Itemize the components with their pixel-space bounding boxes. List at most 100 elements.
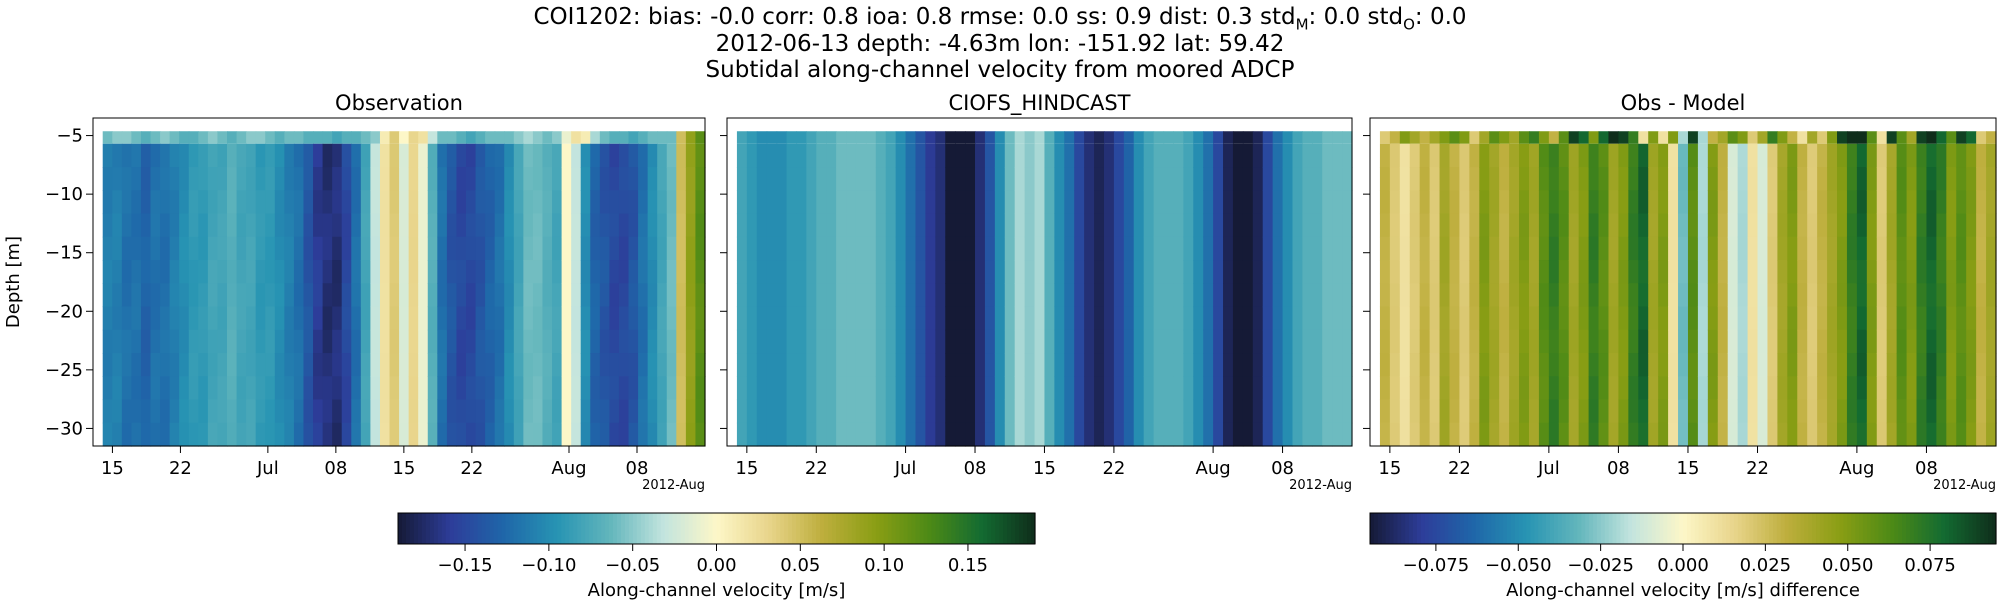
heatmap-cell [532,329,544,354]
heatmap-cell [179,283,190,308]
heatmap-cell [1538,167,1550,191]
heatmap-cell [303,283,314,308]
heatmap-cell [1379,213,1391,238]
heatmap-cell [1578,143,1590,168]
heatmap-cell [418,376,429,401]
heatmap-cell [1737,143,1749,168]
heatmap-cell [1956,376,1967,401]
heatmap-cell [303,353,314,377]
heatmap-cell [796,422,807,447]
heatmap-cell [580,353,591,377]
heatmap-cell [532,399,544,424]
heatmap-cell [1459,353,1470,377]
heatmap-cell [1767,190,1778,215]
heatmap-cell [695,213,706,238]
heatmap-cell [1153,353,1165,377]
x-tick-label: 22 [169,458,192,479]
colorbar-segment [1827,513,1833,544]
heatmap-cell [1292,131,1303,144]
heatmap-cell [1469,283,1480,308]
heatmap-cell [609,260,620,284]
colorbar-segment [1510,513,1516,544]
heatmap-cell [1558,376,1570,401]
heatmap-cell [1856,167,1868,191]
x-tick-label: 08 [964,458,987,479]
heatmap-cell [1173,143,1184,168]
heatmap-cell [332,260,343,284]
heatmap-cell [945,306,956,331]
heatmap-cell [408,236,419,261]
heatmap-cell [1697,260,1709,284]
heatmap-cell [1876,422,1888,447]
heatmap-cell [1687,283,1699,308]
heatmap-cell [1379,143,1391,168]
heatmap-cell [1787,399,1798,424]
heatmap-cell [1896,131,1908,144]
heatmap-cell [1302,236,1313,261]
heatmap-cell [437,376,448,401]
colorbar-segment [1577,513,1582,544]
heatmap-cell [456,260,467,284]
heatmap-cell [1697,353,1709,377]
heatmap-cell [786,213,798,238]
heatmap-cell [1213,422,1224,447]
heatmap-cell [1094,399,1105,424]
heatmap-cell [1678,236,1689,261]
heatmap-cell [1866,143,1878,168]
heatmap-cell [198,213,209,238]
heatmap-cell [217,260,228,284]
heatmap-cell [389,190,400,215]
heatmap-cell [446,329,458,354]
heatmap-cell [1757,143,1769,168]
colorbar-segment [700,513,706,544]
heatmap-cell [935,236,946,261]
heatmap-cell [456,213,467,238]
heatmap-cell [1658,236,1669,261]
heatmap-cell [1103,190,1115,215]
heatmap-cell [1638,399,1649,424]
heatmap-cell [638,236,649,261]
heatmap-cell [736,422,748,447]
heatmap-cell [1242,329,1254,354]
heatmap-cell [1183,329,1194,354]
heatmap-cell [513,399,524,424]
heatmap-cell [169,167,180,191]
heatmap-cell [1906,353,1918,377]
x-tick-label: Jul [256,458,279,479]
heatmap-cell [1598,329,1610,354]
heatmap-cell [1262,306,1274,331]
colorbar-segment [1874,513,1880,544]
heatmap-cell [1658,376,1669,401]
heatmap-cell [513,283,524,308]
heatmap-cell [542,190,553,215]
heatmap-cell [332,422,343,447]
heatmap-cell [1312,422,1323,447]
heatmap-cell [1242,213,1254,238]
heatmap-cell [618,190,630,215]
heatmap-cell [1399,260,1411,284]
heatmap-cell [1322,376,1333,401]
heatmap-cell [1618,236,1629,261]
heatmap-cell [274,283,285,308]
heatmap-cell [975,213,986,238]
colorbar-segment [433,513,439,544]
heatmap-cell [179,190,190,215]
heatmap-cell [1024,399,1036,424]
heatmap-cell [466,213,477,238]
heatmap-cell [1223,143,1234,168]
heatmap-cell [1687,143,1699,168]
heatmap-cell [1668,236,1679,261]
colorbar-segment [1980,513,1985,544]
heatmap-cell [1302,143,1313,168]
heatmap-cell [284,283,295,308]
heatmap-cell [485,131,496,144]
heatmap-cell [1757,131,1769,144]
heatmap-cell [1064,376,1075,401]
heatmap-cell [1668,260,1679,284]
colorbar-segment [513,513,519,544]
heatmap-cell [284,167,295,191]
colorbar-segment [1964,513,1970,544]
heatmap-cell [1976,376,1987,401]
heatmap-cell [1213,399,1224,424]
heatmap-cell [580,167,591,191]
